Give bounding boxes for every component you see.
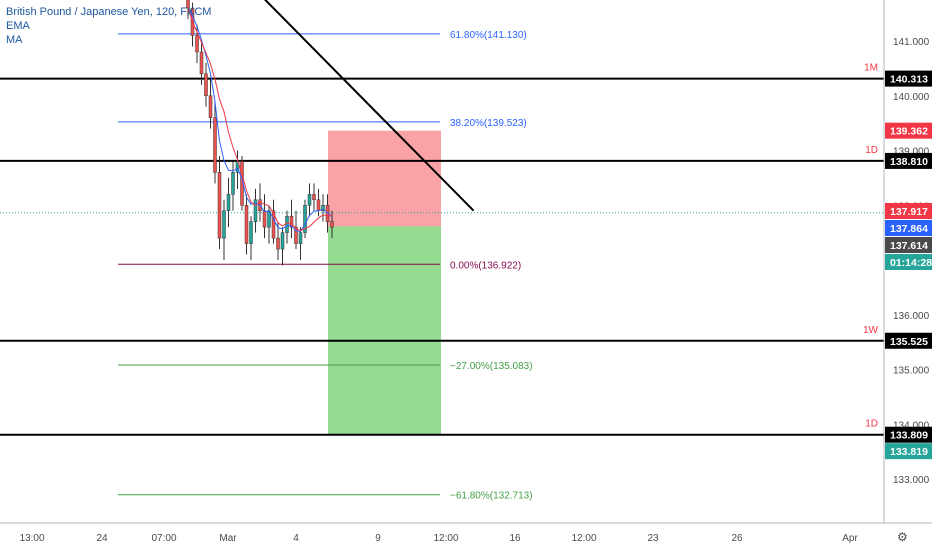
- candle-body: [294, 226, 298, 244]
- take-profit-zone: [328, 226, 441, 435]
- price-tick-label: 139.000: [893, 147, 930, 158]
- fib-level-label: 0.00%(136.922): [450, 260, 521, 271]
- candle-body: [199, 51, 204, 75]
- level-price-tag-bg: [885, 152, 932, 169]
- settings-icon: ⚙: [897, 530, 908, 544]
- level-price-tag: 138.810: [885, 152, 932, 169]
- candle-body: [289, 215, 294, 228]
- candle-body: [276, 237, 280, 250]
- countdown-tag-bg: [885, 254, 932, 270]
- time-tick-label: Mar: [219, 533, 237, 544]
- price-label-tag: 137.917: [885, 203, 932, 219]
- price-label-tag-text: 137.917: [890, 206, 928, 218]
- price-label-tag-text: 137.864: [890, 223, 928, 235]
- fib-level-label: −61.80%(132.713): [450, 491, 533, 502]
- price-tick-label: 141.000: [893, 37, 930, 48]
- candle-body: [195, 35, 199, 53]
- countdown-tag-text: 01:14:28: [890, 257, 932, 269]
- level-price-tag-bg: [885, 426, 932, 443]
- stop-loss-zone: [328, 130, 441, 227]
- price-label-tag-text: 137.614: [890, 240, 928, 252]
- time-tick-label: 23: [647, 533, 659, 544]
- indicator-ma[interactable]: MA: [6, 34, 23, 46]
- level-price-tag-text: 138.810: [890, 156, 928, 168]
- candle-body: [312, 194, 316, 201]
- level-price-tag: 135.525: [885, 332, 932, 349]
- target-price-tag-bg: [885, 443, 932, 460]
- level-price-tag-text: 140.313: [890, 74, 928, 86]
- candle-body: [316, 199, 321, 211]
- price-tick-label: 135.000: [893, 366, 930, 377]
- level-price-tag-text: 135.525: [890, 336, 928, 348]
- candle-body: [280, 232, 285, 250]
- fib-level-label: 38.20%(139.523): [450, 118, 527, 129]
- price-label-tag-bg: [885, 220, 932, 236]
- candle-body: [298, 232, 303, 244]
- time-tick-label: 26: [731, 533, 743, 544]
- candle-body: [235, 161, 240, 173]
- price-label-tag-bg: [885, 237, 932, 253]
- level-price-tag: 133.809: [885, 426, 932, 443]
- level-timeframe-tag: 1M: [864, 63, 878, 74]
- price-tick-label: 133.000: [893, 475, 930, 486]
- candle-body: [213, 117, 217, 173]
- candle-body: [253, 199, 258, 222]
- time-tick-label: 4: [293, 533, 299, 544]
- price-label-tag-bg: [885, 203, 932, 219]
- candle-body: [307, 194, 312, 206]
- time-tick-label: 13:00: [19, 533, 44, 544]
- candle-body: [244, 205, 249, 244]
- candle-body: [271, 210, 276, 239]
- fib-level-label: 61.80%(141.130): [450, 30, 527, 41]
- time-tick-label: 12:00: [571, 533, 596, 544]
- price-label-tag: 137.864: [885, 220, 932, 236]
- countdown-tag: 01:14:28: [885, 254, 932, 270]
- candle-body: [330, 221, 334, 228]
- level-timeframe-tag: 1D: [865, 145, 878, 156]
- chart-legend: British Pound / Japanese Yen, 120, FXCM …: [6, 5, 211, 47]
- target-price-tag: 133.819: [885, 443, 932, 460]
- candle-body: [231, 172, 235, 195]
- candle-body: [204, 73, 208, 96]
- candle-body: [249, 221, 253, 244]
- candle-body: [303, 205, 307, 233]
- stop-price-tag-bg: [885, 122, 932, 139]
- fib-level-label: −27.00%(135.083): [450, 361, 533, 372]
- candle-body: [321, 205, 325, 211]
- price-tick-label: 134.000: [893, 420, 930, 431]
- candle-body: [226, 194, 231, 211]
- level-timeframe-tag: 1W: [863, 325, 879, 336]
- level-timeframe-tag: 1D: [865, 419, 878, 430]
- time-tick-label: 24: [96, 533, 108, 544]
- price-tick-label: 136.000: [893, 311, 930, 322]
- time-tick-label: 07:00: [151, 533, 176, 544]
- symbol-title: British Pound / Japanese Yen, 120, FXCM: [6, 6, 212, 18]
- stop-price-tag: 139.362: [885, 122, 932, 139]
- candle-body: [285, 215, 289, 233]
- level-price-tag: 140.313: [885, 70, 932, 87]
- candle-body: [217, 172, 222, 239]
- time-tick-label: Apr: [842, 533, 858, 544]
- time-tick-label: 16: [509, 533, 521, 544]
- candle-body: [208, 95, 213, 118]
- level-price-tag-bg: [885, 332, 932, 349]
- candle-body: [267, 210, 271, 228]
- stop-price-tag-text: 139.362: [890, 126, 928, 138]
- time-tick-label: 12:00: [433, 533, 458, 544]
- target-price-tag-text: 133.819: [890, 446, 928, 458]
- level-price-tag-bg: [885, 70, 932, 87]
- level-price-tag-text: 133.809: [890, 430, 928, 442]
- price-label-tag: 137.614: [885, 237, 932, 253]
- trend-line: [263, 0, 475, 212]
- candle-body: [222, 210, 226, 239]
- indicator-ema[interactable]: EMA: [6, 20, 30, 32]
- price-tick-label: 140.000: [893, 92, 930, 103]
- candle-body: [262, 210, 267, 228]
- ema-line: [187, 7, 333, 232]
- ma-line: [187, 7, 332, 232]
- time-tick-label: 9: [375, 533, 381, 544]
